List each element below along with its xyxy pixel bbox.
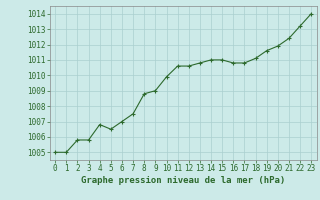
X-axis label: Graphe pression niveau de la mer (hPa): Graphe pression niveau de la mer (hPa) bbox=[81, 176, 285, 185]
